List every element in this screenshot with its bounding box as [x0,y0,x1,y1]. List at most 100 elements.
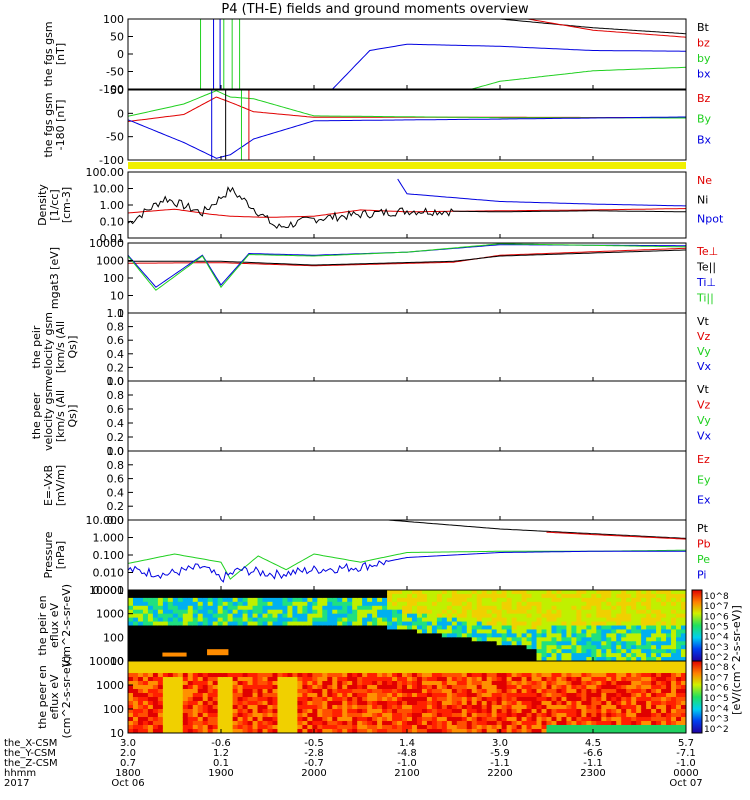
ylabel-peir_eflux-2: (cm^2-s-sr-eV) [60,584,73,667]
legend-peir_velocity-0: Vt [697,315,710,328]
series-line-temperature-3 [128,243,686,291]
legend-density-1: Ni [697,193,708,206]
orbit-date-6: Oct 07 [669,778,702,789]
ytick-label-fgs_gsm-2: 0 [117,48,124,61]
series-line-fgs_gsm-0 [211,19,686,35]
ytick-label-peer_velocity-4: 0.2 [107,431,125,444]
panel-frame-fgs_gsm [127,18,687,90]
ytick-label-temperature-0: 10000 [89,237,124,250]
orbit-value-2-1: -2.8 [304,748,324,759]
ytick-label-peer_velocity-0: 1.0 [107,375,125,388]
ytick-label-fgs_gsm_zoom-1: 0 [117,107,124,120]
orbit-value-4-0: 3.0 [492,738,508,749]
orbit-value-0-3: 1800 [115,768,140,779]
ylabel-peer_eflux-1: eflux eV [48,674,61,719]
ytick-label-peer_eflux-0: 10000 [89,655,124,668]
ylabel-efield-0: E=-VxB [42,465,55,506]
panel-frame-pressure [127,519,687,591]
ylabel-efield-1: [mV/m] [54,465,67,506]
orbit-row-label-0: the_X-CSM [4,738,57,749]
orbit-value-6-0: 5.7 [678,738,694,749]
orbit-value-5-3: 2300 [580,768,605,779]
orbit-row-label-4: 2017 [4,778,29,789]
ytick-label-pressure-4: 0.001 [93,584,125,597]
orbit-row-label-1: the_Y-CSM [4,748,56,759]
ylabel-fgs_gsm-1: [nT] [54,43,67,65]
ytick-label-peir_eflux-0: 10000 [89,584,124,597]
orbit-value-5-0: 4.5 [585,738,601,749]
ytick-label-peir_velocity-4: 0.2 [107,361,125,374]
orbit-value-3-2: -1.0 [397,758,417,769]
ytick-label-temperature-2: 100 [103,272,124,285]
orbit-value-2-2: -0.7 [304,758,324,769]
series-line-pressure-0 [388,520,686,539]
orbit-value-1-3: 1900 [208,768,233,779]
orbit-value-4-3: 2200 [487,768,512,779]
orbit-value-6-3: 0000 [673,768,698,779]
colorbar-tick-1-5: 10^3 [704,715,729,725]
legend-peer_velocity-2: Vy [697,414,711,427]
orbit-value-4-2: -1.1 [490,758,510,769]
series-line-density-1 [128,186,686,230]
colorbar-tick-0-0: 10^8 [704,592,729,602]
series-line-density-2 [397,178,686,207]
panel-fgs_gsm-plot-area [200,19,686,89]
ytick-label-fgs_gsm-1: 50 [110,31,124,44]
panel-frame-efield [127,450,687,521]
legend-peir_velocity-2: Vy [697,345,711,358]
colorbar-tick-0-2: 10^6 [704,612,729,622]
colorbar-tick-0-1: 10^7 [704,602,729,612]
orbit-value-0-1: 2.0 [120,748,136,759]
orbit-value-0-0: 3.0 [120,738,136,749]
ytick-label-peer_eflux-2: 100 [103,703,124,716]
orbit-value-3-3: 2100 [394,768,419,779]
ytick-label-temperature-1: 1000 [96,255,124,268]
colorbar-tick-1-4: 10^4 [704,704,729,714]
orbit-value-2-3: 2000 [301,768,326,779]
legend-density-0: Ne [697,174,712,187]
legend-pressure-0: Pt [697,522,709,535]
ytick-label-efield-4: 0.2 [107,500,125,513]
legend-peer_velocity-1: Vz [697,399,711,412]
ytick-label-pressure-3: 0.010 [93,567,125,580]
ytick-label-peer_eflux-1: 1000 [96,679,124,692]
legend-fgs_gsm_zoom-1: By [697,113,712,126]
orbit-value-0-2: 0.7 [120,758,136,769]
ytick-label-fgs_gsm_zoom-3: -100 [99,154,124,167]
orbit-value-6-2: -1.0 [676,758,696,769]
ylabel-peer_eflux-0: the peer en [36,665,49,729]
panel-pressure-plot-area [128,520,686,583]
panel-peir_eflux-plot-area [128,590,686,661]
colorbar-tick-1-0: 10^8 [704,663,729,673]
ytick-label-density-2: 1.00 [100,199,125,212]
ytick-label-efield-3: 0.4 [107,486,125,499]
series-line-fgs_gsm-3 [332,43,686,89]
legend-fgs_gsm_zoom-0: Bz [697,92,711,105]
ylabel-peer_eflux-2: (cm^2-s-sr-eV) [60,655,73,738]
colorbar-tick-1-1: 10^7 [704,673,729,683]
ytick-label-fgs_gsm_zoom-0: 50 [110,84,124,97]
ytick-label-efield-0: 1.0 [107,445,125,458]
ytick-label-peer_velocity-2: 0.6 [107,403,125,416]
panel-frame-peir_velocity [127,312,687,382]
ylabel-density-0: Density [36,184,49,226]
panel-density-plot-area [128,178,686,230]
orbit-date-0: Oct 06 [111,778,144,789]
legend-temperature-0: Te⊥ [696,245,718,258]
colorbar-tick-1-3: 10^5 [704,694,729,704]
ylabel-peer_velocity-3: Qs)] [66,405,79,428]
colorbar-tick-1-6: 10^2 [704,725,729,735]
chart-title: P4 (TH-E) fields and ground moments over… [221,2,529,17]
series-line-fgs_gsm-1 [527,19,686,38]
panel-peer_eflux-plot-area [128,661,686,733]
colorbar-label: [eV/(cm^2-s-sr-eV)] [730,605,743,715]
legend-temperature-2: Ti⊥ [696,276,716,289]
legend-temperature-3: Ti|| [696,292,714,305]
legend-peer_velocity-3: Vx [697,430,712,443]
orbit-value-1-0: -0.6 [211,738,231,749]
ytick-label-peer_velocity-5: 0.0 [107,445,125,458]
orbit-value-1-1: 1.2 [213,748,229,759]
ytick-label-density-4: 0.01 [100,232,125,245]
ylabel-density-1: [1/cc] [48,189,61,220]
